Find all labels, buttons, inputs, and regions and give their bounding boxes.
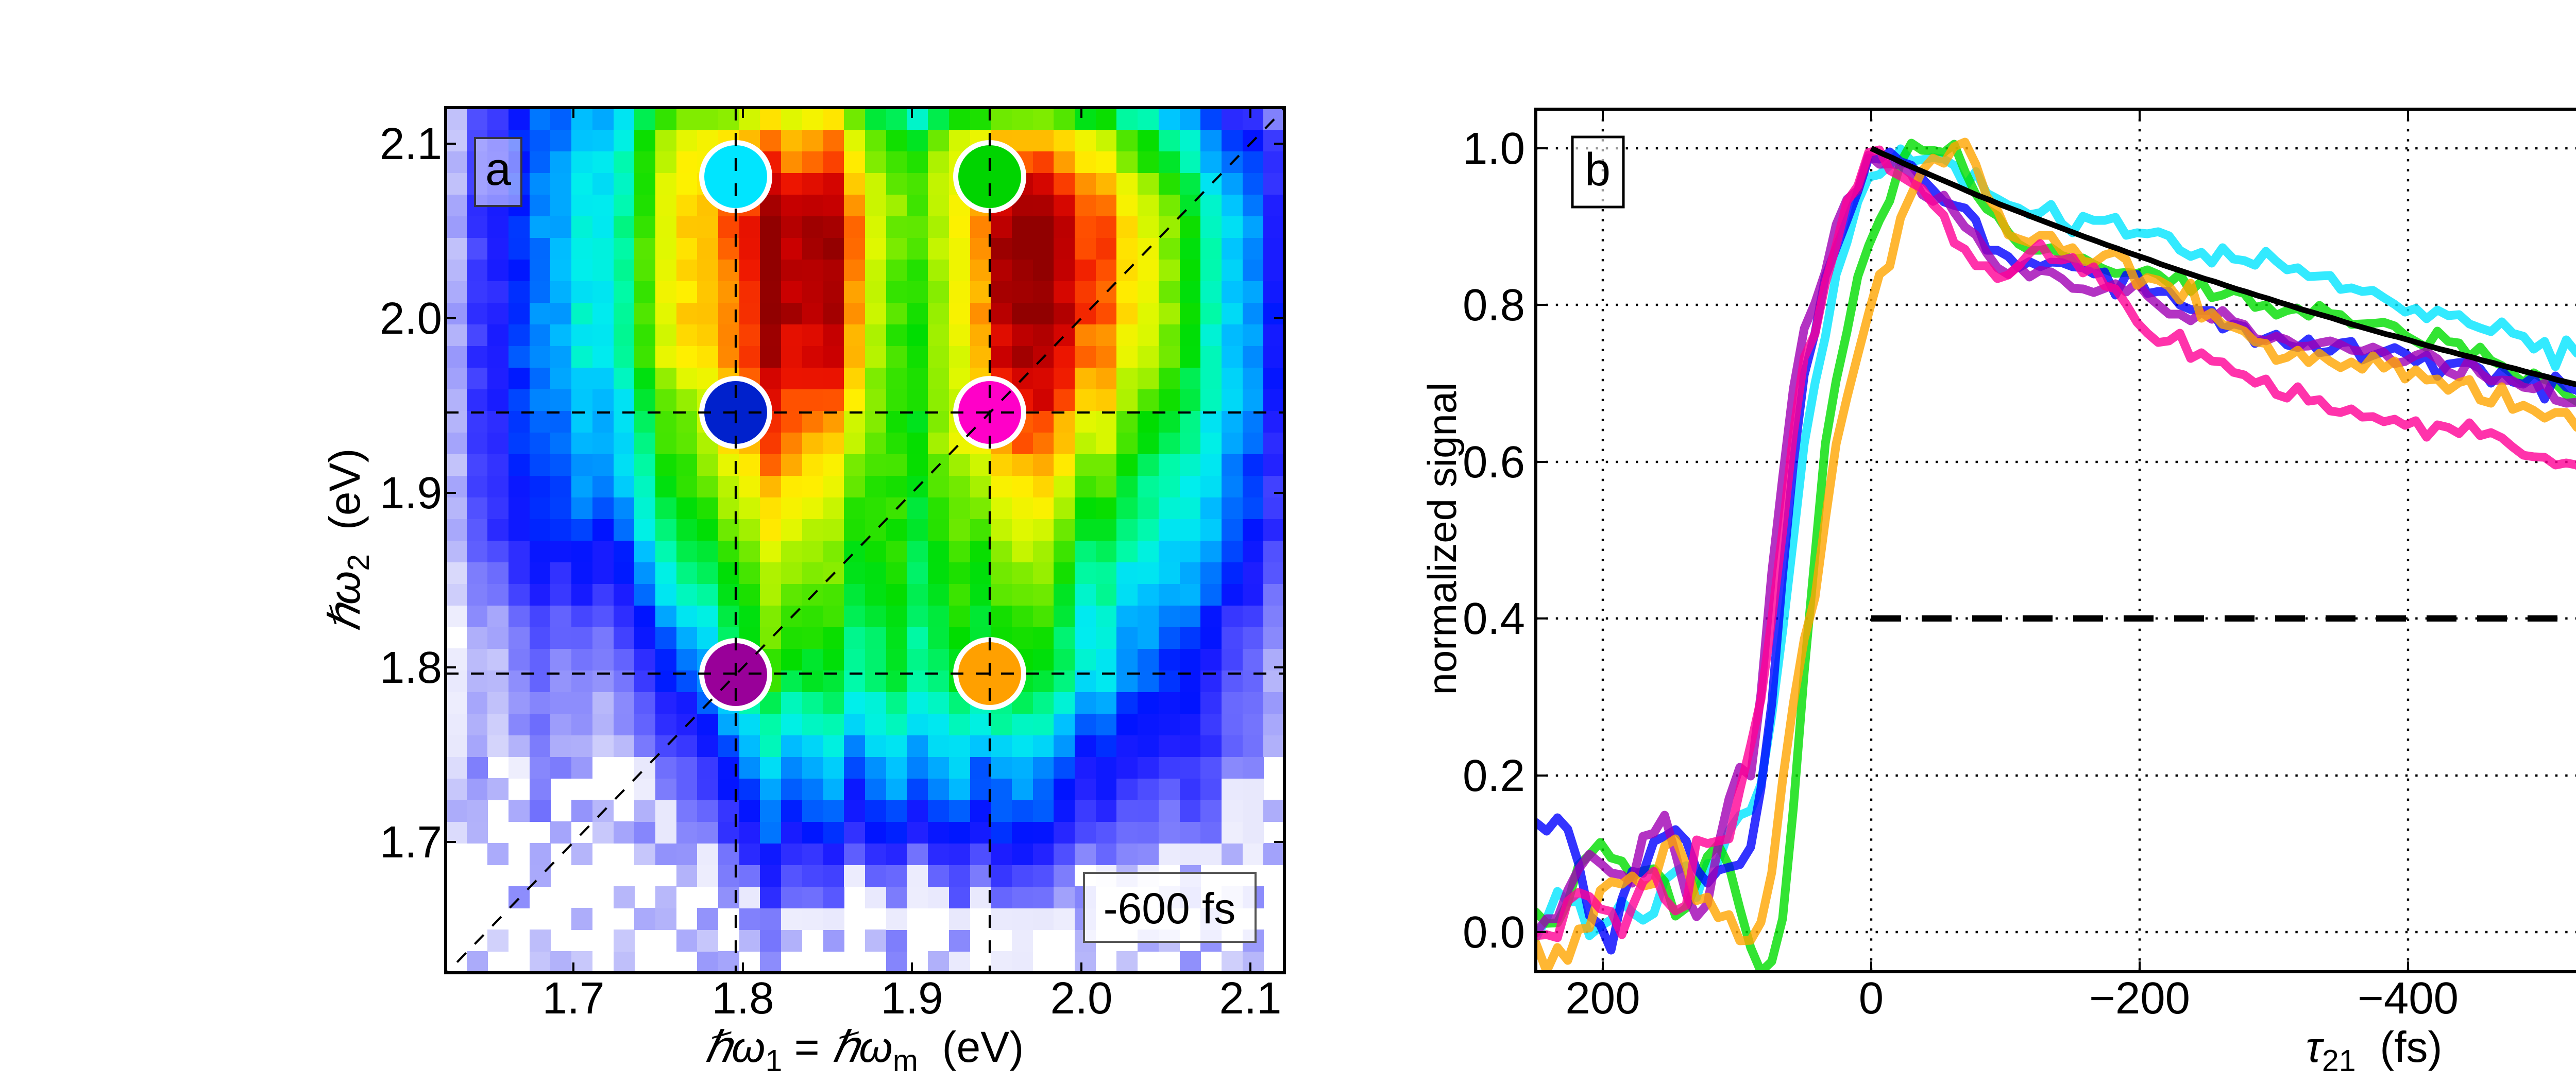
svg-text:1.0: 1.0	[1463, 124, 1525, 174]
svg-text:1.9: 1.9	[380, 468, 442, 518]
svg-text:2.1: 2.1	[380, 119, 442, 169]
svg-text:τ21 (fs): τ21 (fs)	[2306, 1023, 2442, 1078]
svg-text:1.8: 1.8	[380, 643, 442, 693]
svg-text:0.8: 0.8	[1463, 280, 1525, 330]
svg-text:ℏω1 = ℏωm (eV): ℏω1 = ℏωm (eV)	[704, 1023, 1024, 1078]
svg-text:1.9: 1.9	[881, 973, 943, 1023]
svg-text:0.0: 0.0	[1463, 907, 1525, 957]
svg-text:2.0: 2.0	[1050, 973, 1113, 1023]
svg-text:0.4: 0.4	[1463, 594, 1525, 644]
svg-text:-600 fs: -600 fs	[1104, 884, 1236, 933]
svg-text:0.2: 0.2	[1463, 751, 1525, 801]
svg-text:normalized signal: normalized signal	[1419, 383, 1465, 695]
svg-text:b: b	[1585, 144, 1611, 196]
svg-text:0: 0	[1859, 973, 1884, 1023]
svg-text:−400: −400	[2358, 973, 2459, 1023]
svg-text:a: a	[485, 144, 512, 195]
svg-text:200: 200	[1565, 973, 1640, 1023]
svg-text:1.8: 1.8	[712, 973, 774, 1023]
svg-text:ℏω2 (eV): ℏω2 (eV)	[320, 449, 376, 632]
svg-text:1.7: 1.7	[380, 817, 442, 867]
svg-text:2.1: 2.1	[1219, 973, 1282, 1023]
svg-text:1.7: 1.7	[543, 973, 605, 1023]
svg-text:0.6: 0.6	[1463, 437, 1525, 487]
svg-text:2.0: 2.0	[380, 294, 442, 343]
svg-text:−200: −200	[2089, 973, 2190, 1023]
